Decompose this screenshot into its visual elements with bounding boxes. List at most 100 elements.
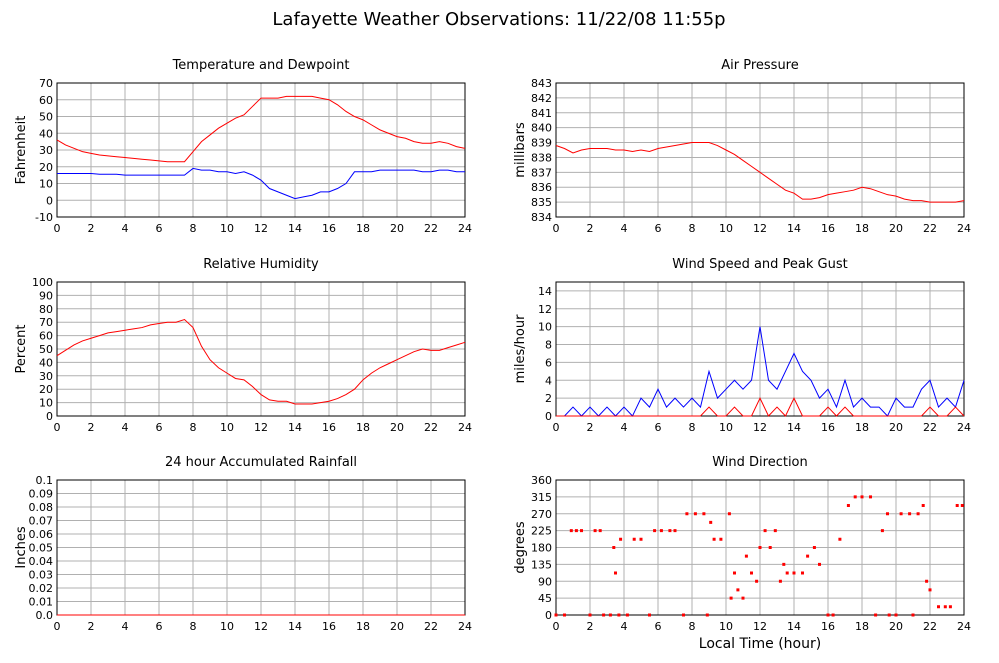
data-point (580, 529, 583, 533)
y-tick-label: 90 (538, 575, 552, 588)
data-point (608, 613, 612, 617)
data-point (705, 613, 709, 617)
data-point (768, 546, 772, 549)
data-point (838, 537, 842, 541)
data-point (812, 546, 816, 549)
data-line (56, 318, 466, 405)
chart-title: 24 hour Accumulated Rainfall (165, 455, 357, 470)
data-line (555, 142, 965, 203)
data-point (673, 529, 677, 533)
y-tick-label: 225 (531, 525, 552, 538)
y-tick-label: 0.06 (29, 528, 54, 541)
data-point (773, 529, 777, 533)
x-tick-label: 18 (356, 421, 370, 434)
y-tick-label: 0 (545, 410, 552, 423)
x-tick-label: 4 (122, 222, 129, 235)
x-tick-label: 0 (553, 421, 560, 434)
x-tick-label: 24 (458, 222, 472, 235)
data-point (763, 529, 767, 533)
x-tick-label: 14 (288, 620, 302, 633)
data-point (755, 579, 759, 583)
data-point (612, 546, 616, 549)
data-point (782, 562, 786, 566)
data-point (874, 613, 878, 617)
x-tick-label: 12 (753, 620, 767, 633)
x-tick-label: 4 (621, 222, 628, 235)
x-tick-label: 2 (88, 222, 95, 235)
x-tick-label: 0 (54, 620, 61, 633)
y-tick-label: 6 (545, 356, 552, 369)
data-point (921, 504, 925, 507)
x-tick-label: 24 (957, 421, 971, 434)
data-point (925, 579, 929, 583)
data-point (869, 495, 872, 499)
chart-title: Relative Humidity (203, 257, 319, 272)
data-point (860, 495, 864, 499)
x-tick-label: 10 (719, 620, 733, 633)
y-tick-label: 180 (531, 542, 552, 555)
y-tick-label: 839 (531, 137, 552, 150)
x-tick-label: 18 (855, 620, 869, 633)
plot-frame (56, 82, 466, 218)
data-point (911, 613, 915, 617)
y-tick-label: 0.07 (29, 515, 54, 528)
y-tick-label: 10 (39, 178, 53, 191)
x-tick-label: 20 (889, 620, 903, 633)
data-point (741, 596, 745, 600)
x-tick-label: 18 (356, 620, 370, 633)
y-tick-label: 50 (39, 343, 53, 356)
plot-frame (555, 82, 965, 218)
data-point (818, 562, 821, 566)
x-tick-label: 2 (587, 620, 594, 633)
y-tick-label: 40 (39, 356, 53, 369)
data-line (57, 167, 465, 200)
x-tick-label: 22 (923, 620, 937, 633)
x-tick-label: 8 (689, 222, 696, 235)
data-point (602, 613, 606, 617)
data-point (758, 546, 762, 549)
y-tick-label: 12 (538, 303, 552, 316)
data-point (955, 504, 959, 507)
chart-title: Wind Direction (712, 455, 808, 470)
data-point (614, 571, 617, 575)
y-tick-label: 0.04 (29, 555, 54, 568)
data-point (853, 495, 857, 499)
y-axis-label: Inches (14, 526, 29, 568)
data-point (801, 571, 804, 575)
y-tick-label: 0.0 (36, 609, 54, 622)
data-point (563, 613, 566, 617)
data-point (943, 605, 947, 609)
data-point (712, 537, 716, 541)
x-tick-label: 20 (390, 620, 404, 633)
x-tick-label: 18 (356, 222, 370, 235)
data-point (709, 520, 713, 524)
y-tick-label: 0.1 (36, 474, 54, 487)
x-tick-label: 2 (88, 421, 95, 434)
y-tick-label: 0.08 (29, 501, 54, 514)
y-tick-label: 20 (39, 161, 53, 174)
x-tick-label: 16 (322, 222, 336, 235)
data-point (908, 512, 912, 516)
y-axis-label: degrees (513, 521, 528, 574)
x-tick-label: 6 (156, 620, 163, 633)
data-point (806, 554, 810, 558)
x-tick-label: 2 (587, 222, 594, 235)
x-tick-label: 10 (719, 222, 733, 235)
x-tick-label: 0 (553, 620, 560, 633)
x-tick-label: 12 (254, 620, 268, 633)
x-tick-label: 0 (54, 421, 61, 434)
data-point (887, 613, 891, 617)
x-tick-label: 24 (458, 421, 472, 434)
y-tick-label: 4 (545, 374, 552, 387)
x-tick-label: 10 (220, 620, 234, 633)
x-tick-label: 22 (424, 421, 438, 434)
x-tick-label: 20 (889, 222, 903, 235)
y-tick-label: 841 (531, 107, 552, 120)
data-point (659, 529, 663, 533)
x-tick-label: 14 (787, 421, 801, 434)
x-tick-label: 24 (458, 620, 472, 633)
x-tick-label: 16 (821, 620, 835, 633)
x-tick-label: 20 (390, 222, 404, 235)
x-tick-label: 2 (88, 620, 95, 633)
y-tick-label: 838 (531, 151, 552, 164)
